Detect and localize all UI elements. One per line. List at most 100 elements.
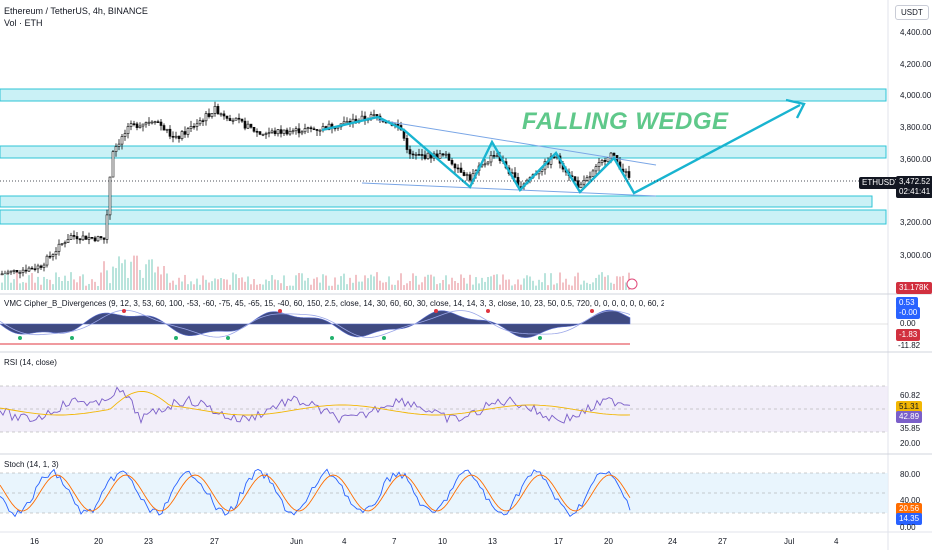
countdown-tag: 02:41:41 (896, 186, 932, 198)
candle-body (456, 167, 460, 170)
candle-body (447, 153, 451, 161)
volume-bar (556, 283, 558, 290)
volume-bar (100, 272, 102, 290)
vmc-value: 0.53 (896, 297, 918, 309)
time-label: 4 (834, 537, 839, 546)
volume-bar (445, 275, 447, 290)
volume-bar (400, 273, 402, 290)
volume-bar (238, 278, 240, 290)
rsi-title[interactable]: RSI (14, close) (4, 358, 57, 367)
volume-bar (598, 274, 600, 290)
vmc-dot (590, 309, 594, 313)
volume-bar (616, 276, 618, 290)
volume-bar (625, 282, 627, 290)
volume-bar (493, 274, 495, 290)
volume-bar (223, 279, 225, 290)
volume-bar (259, 283, 261, 290)
stoch-d-value: 20.56 (896, 503, 923, 515)
candle-body (222, 113, 226, 117)
vmc-value: -0.00 (896, 307, 921, 319)
candle-body (345, 120, 349, 123)
volume-bar (301, 273, 303, 290)
volume-bar (454, 281, 456, 290)
volume-bar (28, 275, 30, 290)
volume-bar (34, 282, 36, 290)
volume-bar (64, 275, 66, 290)
candle-body (93, 237, 97, 242)
volume-bar (163, 266, 165, 290)
candle-body (147, 121, 151, 124)
volume-bar (307, 277, 309, 290)
volume-bar (160, 274, 162, 290)
candle-body (297, 128, 301, 134)
vmc-value: -11.82 (898, 341, 921, 350)
candle-body (597, 162, 601, 167)
vmc-title[interactable]: VMC Cipher_B_Divergences (9, 12, 3, 53, … (4, 299, 664, 308)
volume-bar (469, 274, 471, 290)
candle-body (582, 180, 586, 185)
volume-bar (154, 272, 156, 290)
volume-bar (571, 285, 573, 290)
volume-bar (280, 283, 282, 290)
volume-bar (313, 278, 315, 290)
volume-bar (181, 281, 183, 290)
volume-bar (397, 280, 399, 290)
vmc-wave-area (0, 309, 631, 338)
volume-bar (601, 272, 603, 290)
volume-bar (346, 284, 348, 290)
rsi-tick: 35.85 (900, 424, 921, 433)
currency-button[interactable]: USDT (895, 5, 929, 20)
stoch-title[interactable]: Stoch (14, 1, 3) (4, 460, 59, 469)
candle-body (408, 149, 412, 155)
candle-body (264, 133, 268, 135)
volume-bar (322, 274, 324, 290)
volume-bar (511, 285, 513, 290)
vmc-dot (330, 336, 334, 340)
volume-bar (136, 255, 138, 290)
candle-body (309, 127, 313, 130)
candle-body (312, 128, 316, 131)
candle-body (156, 121, 160, 123)
volume-bar (253, 279, 255, 290)
volume-bar (361, 281, 363, 290)
volume-bar (544, 273, 546, 290)
candle-body (495, 155, 499, 158)
candle-body (450, 160, 454, 165)
volume-bar (25, 282, 27, 290)
volume-bar (406, 283, 408, 290)
vmc-value: 0.00 (900, 319, 916, 328)
volume-bar (424, 276, 426, 290)
volume-bar (139, 270, 141, 290)
candle-body (234, 117, 238, 121)
volume-bar (43, 276, 45, 290)
volume-bar (481, 277, 483, 290)
volume-bar (196, 278, 198, 290)
candle-body (192, 126, 196, 128)
candle-body (315, 129, 319, 131)
candle-body (438, 153, 442, 159)
candle-body (246, 123, 250, 129)
volume-bar (610, 282, 612, 290)
volume-bar (478, 283, 480, 290)
candle-body (603, 159, 607, 162)
candle-body (39, 265, 43, 268)
volume-bar (256, 284, 258, 290)
rsi-ma-line (0, 390, 631, 416)
candle-body (288, 131, 292, 135)
candle-body (459, 167, 463, 173)
rsi-ma-value: 51.31 (896, 401, 923, 413)
candle-body (141, 123, 145, 127)
volume-bar (589, 284, 591, 290)
volume-bar (526, 275, 528, 290)
time-label: 27 (210, 537, 219, 546)
candle-body (588, 176, 592, 179)
volume-bar (67, 280, 69, 290)
time-label: 16 (30, 537, 39, 546)
candle-body (153, 121, 157, 123)
candle-body (159, 121, 163, 126)
volume-bar (523, 278, 525, 290)
candle-body (60, 243, 64, 245)
volume-bar (187, 284, 189, 290)
volume-bar (106, 270, 108, 290)
